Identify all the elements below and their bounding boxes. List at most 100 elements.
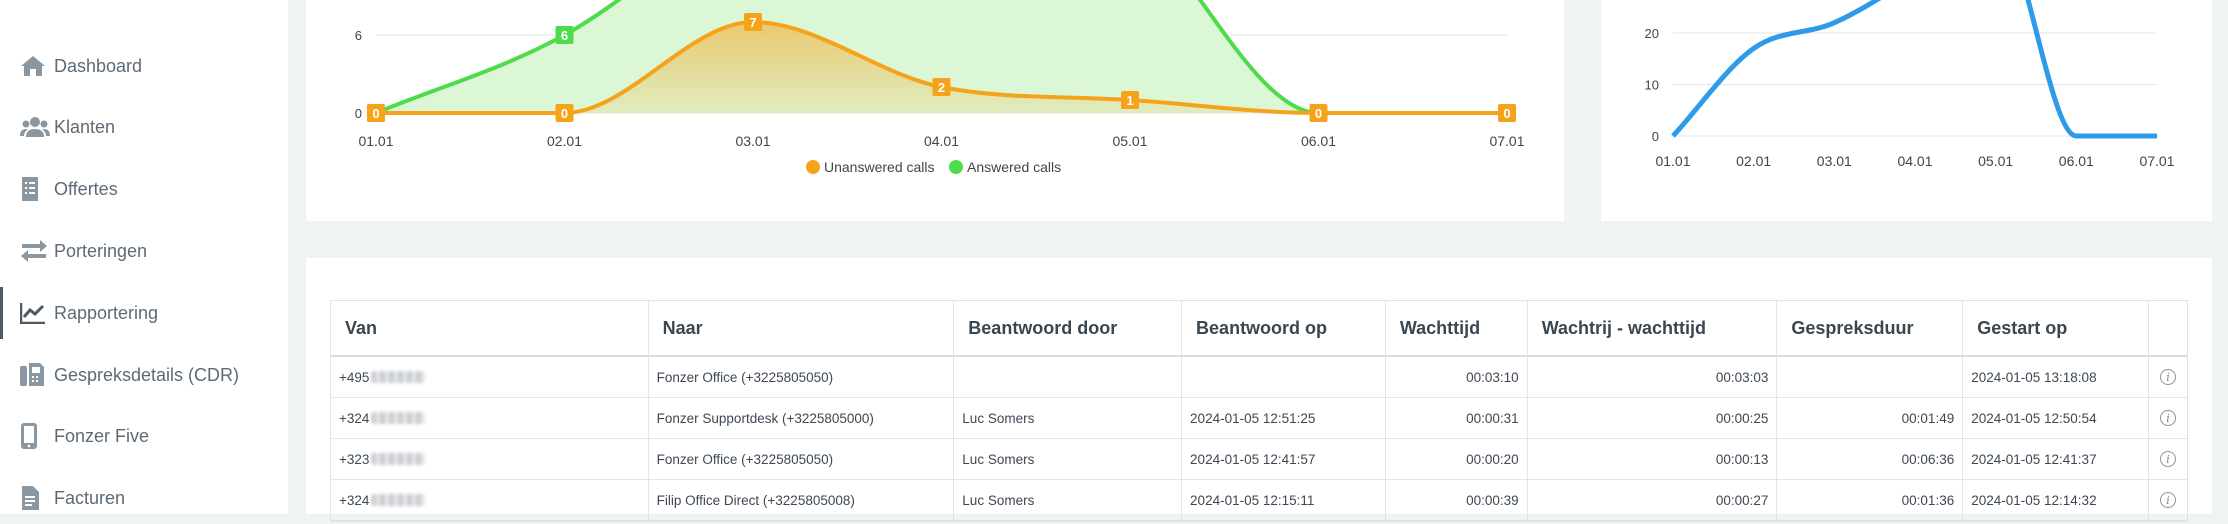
cell-naar-text: Filip Office Direct (+3225805008): [656, 492, 855, 508]
cell-gespreksduur: 00:01:49: [1777, 398, 1964, 438]
sidebar-item-label: Gespreksdetails (CDR): [54, 364, 240, 385]
cell-beantwoord-door: Luc Somers: [954, 439, 1183, 479]
sidebar-item-label: Offertes: [54, 178, 118, 199]
cell-wachttijd: 00:03:10: [1386, 357, 1528, 397]
cell-naar: Fonzer Office (+3225805050): [649, 439, 955, 479]
cell-gestart-op: 2024-01-05 12:41:37: [1963, 439, 2150, 479]
cell-wachttijd-text: 00:00:31: [1466, 410, 1519, 426]
cell-naar: Filip Office Direct (+3225805008): [649, 480, 955, 520]
column-header-gestart-op[interactable]: Gestart op: [1963, 301, 2149, 355]
sidebar-item-label: Porteringen: [54, 240, 148, 261]
cell-wachtrij-wachttijd-text: 00:00:27: [1715, 492, 1769, 508]
cell-wachttijd: 00:00:20: [1386, 439, 1528, 479]
y-tick-label: 6: [355, 28, 362, 43]
x-tick-label: 03.01: [735, 133, 770, 149]
unanswered-data-label: 0: [1315, 106, 1322, 121]
table-row[interactable]: +324 Fonzer Supportdesk (+3225805000) Luc …: [331, 398, 2187, 439]
cell-gespreksduur: 00:06:36: [1777, 439, 1964, 479]
cell-van-text: +324: [339, 492, 370, 508]
answered-data-label-box: [555, 26, 574, 44]
column-header-van[interactable]: Van: [331, 301, 649, 355]
redacted-number: [371, 412, 426, 424]
cell-van-text: +323: [339, 451, 370, 467]
unanswered-data-label-box: [1121, 91, 1139, 109]
unanswered-data-label-box: [1309, 104, 1328, 122]
cell-beantwoord-door: Luc Somers: [954, 398, 1183, 438]
info-icon[interactable]: i: [2160, 492, 2176, 508]
info-icon[interactable]: i: [2160, 369, 2176, 385]
answered-data-label: 6: [561, 28, 568, 43]
cell-wachtrij-wachttijd: 00:00:13: [1528, 439, 1778, 479]
unanswered-data-label: 0: [372, 106, 379, 121]
legend-marker: [949, 160, 963, 174]
cell-actions: i: [2149, 439, 2187, 479]
column-header-wachtrij-wachttijd[interactable]: Wachtrij - wachttijd: [1528, 301, 1778, 355]
sidebar-item-facturen[interactable]: Facturen: [0, 472, 288, 524]
unanswered-data-label: 7: [749, 15, 756, 30]
x-tick-label: 01.01: [1655, 153, 1690, 169]
legend-label: Unanswered calls: [824, 159, 935, 175]
x-tick-label: 07.01: [2139, 153, 2174, 169]
cell-van-text: +495: [339, 369, 370, 385]
cell-beantwoord-op-text: 2024-01-05 12:51:25: [1190, 410, 1316, 426]
cell-beantwoord-door-text: Luc Somers: [962, 410, 1035, 426]
x-tick-label: 03.01: [1817, 153, 1852, 169]
cell-gestart-op: 2024-01-05 12:50:54: [1963, 398, 2150, 438]
column-header-beantwoord-op[interactable]: Beantwoord op: [1182, 301, 1386, 355]
x-tick-label: 06.01: [1301, 133, 1336, 149]
info-icon[interactable]: i: [2160, 410, 2176, 426]
sidebar-item-dashboard[interactable]: Dashboard: [0, 40, 288, 92]
cell-van: +323: [331, 439, 649, 479]
redacted-number: [371, 371, 426, 383]
sidebar-item-cdr[interactable]: Gespreksdetails (CDR): [0, 349, 288, 401]
sidebar-item-porteringen[interactable]: Porteringen: [0, 225, 288, 277]
cell-wachtrij-wachttijd-text: 00:03:03: [1715, 369, 1769, 385]
cell-gestart-op: 2024-01-05 12:14:32: [1963, 480, 2150, 520]
cell-gespreksduur-text: 00:01:49: [1901, 410, 1955, 426]
legend-item-unanswered[interactable]: Unanswered calls: [806, 159, 935, 175]
cell-wachttijd-text: 00:00:20: [1466, 451, 1519, 467]
sidebar-item-klanten[interactable]: Klanten: [0, 101, 288, 153]
unanswered-data-label-box: [932, 78, 951, 96]
table-row[interactable]: +495 Fonzer Office (+3225805050) 00:03:10 0…: [331, 357, 2187, 398]
sidebar-item-rapportering[interactable]: Rapportering: [0, 287, 288, 339]
calls-chart-panel: 0606007210001.0102.0103.0104.0105.0106.0…: [306, 0, 1564, 221]
table-body: +495 Fonzer Office (+3225805050) 00:03:10 0…: [331, 357, 2187, 521]
y-tick-label: 20: [1645, 26, 1659, 41]
x-tick-label: 07.01: [1489, 133, 1524, 149]
info-icon[interactable]: i: [2160, 451, 2176, 467]
table-header: Van Naar Beantwoord door Beantwoord op W…: [331, 301, 2187, 357]
legend-item-answered[interactable]: Answered calls: [949, 159, 1061, 175]
legend-marker: [806, 160, 820, 174]
table-row[interactable]: +323 Fonzer Office (+3225805050) Luc Somer…: [331, 439, 2187, 480]
column-header-wachttijd[interactable]: Wachttijd: [1386, 301, 1528, 355]
x-tick-label: 04.01: [1897, 153, 1932, 169]
x-tick-label: 06.01: [2059, 153, 2094, 169]
sidebar-item-fonzer-five[interactable]: Fonzer Five: [0, 410, 288, 462]
sidebar-item-label: Dashboard: [54, 55, 143, 76]
cell-gespreksduur-text: 00:06:36: [1901, 451, 1955, 467]
x-tick-label: 05.01: [1978, 153, 2013, 169]
cell-naar-text: Fonzer Office (+3225805050): [656, 451, 834, 467]
column-header-naar[interactable]: Naar: [649, 301, 955, 355]
cell-wachtrij-wachttijd: 00:00:25: [1528, 398, 1778, 438]
cell-naar-text: Fonzer Office (+3225805050): [656, 369, 834, 385]
unanswered-data-label: 0: [561, 106, 568, 121]
x-tick-label: 05.01: [1112, 133, 1147, 149]
column-header-gespreksduur[interactable]: Gespreksduur: [1777, 301, 1964, 355]
cell-beantwoord-door-text: Luc Somers: [962, 451, 1035, 467]
sidebar-item-label: Klanten: [54, 116, 116, 137]
cell-actions: i: [2149, 357, 2187, 397]
column-header-beantwoord-door[interactable]: Beantwoord door: [954, 301, 1183, 355]
cell-gespreksduur-text: 00:01:36: [1901, 492, 1955, 508]
sidebar: Dashboard Klanten Offertes Porteringen R…: [0, 0, 288, 514]
sidebar-item-offertes[interactable]: Offertes: [0, 163, 288, 215]
y-tick-label: 0: [355, 106, 362, 121]
cell-van-text: +324: [339, 410, 370, 426]
x-tick-label: 02.01: [547, 133, 582, 149]
users-icon: [20, 112, 54, 142]
cell-naar-text: Fonzer Supportdesk (+3225805000): [656, 410, 874, 426]
redacted-number: [371, 453, 426, 465]
document-list-icon: [20, 174, 54, 204]
table-row[interactable]: +324 Filip Office Direct (+3225805008) Luc…: [331, 480, 2187, 521]
